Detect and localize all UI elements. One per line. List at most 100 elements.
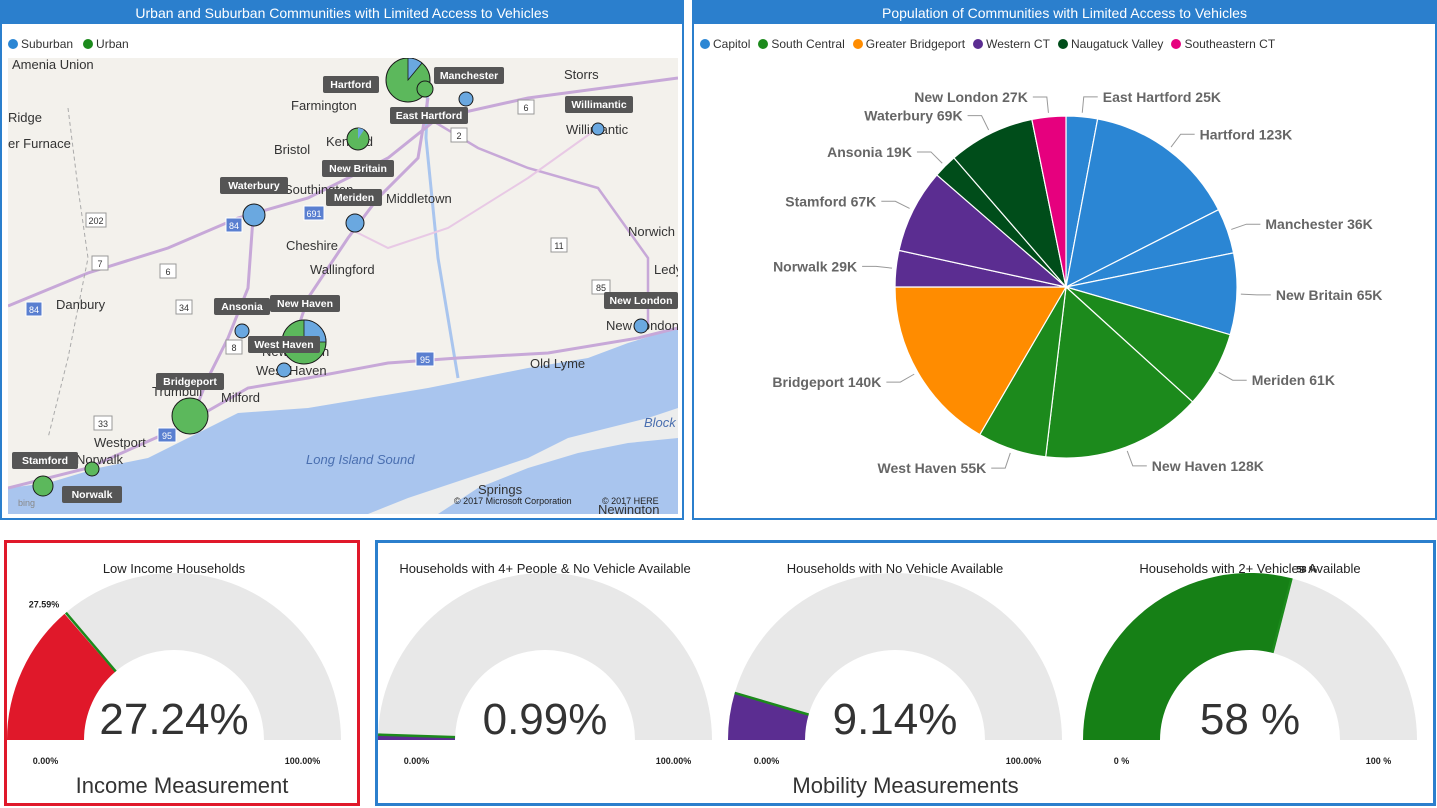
city-tag-stamford: Stamford	[12, 452, 78, 469]
map-bubble-willimantic[interactable]	[591, 122, 605, 136]
pie-panel: Population of Communities with Limited A…	[692, 0, 1437, 520]
route-shield-icon: 95	[415, 351, 435, 367]
gauge-2plus-vehicles[interactable]: Households with 2+ Vehicles Available58 …	[1083, 543, 1433, 803]
route-shield-icon: 34	[175, 299, 193, 315]
gauge-track	[728, 573, 1062, 740]
map-panel: Urban and Suburban Communities with Limi…	[0, 0, 684, 520]
svg-text:84: 84	[229, 221, 239, 231]
pie-legend-item[interactable]: Capitol	[700, 37, 750, 51]
svg-text:Willimantic: Willimantic	[571, 99, 626, 111]
legend-label: Naugatuck Valley	[1070, 37, 1164, 51]
svg-text:New London: New London	[610, 295, 673, 307]
map-bubble-manchester[interactable]	[416, 80, 434, 98]
pie-chart[interactable]: East Hartford 25K Hartford 123K Manchester…	[694, 24, 1435, 518]
pie-legend-item[interactable]: Naugatuck Valley	[1057, 37, 1164, 51]
place-name: Norwich	[628, 224, 675, 239]
pie-leader-line	[1240, 293, 1271, 296]
city-tag-new-britain: New Britain	[322, 160, 394, 177]
pie-data-label: Manchester 36K	[1265, 216, 1372, 232]
pie-slice-waterbury[interactable]	[953, 118, 1068, 290]
map-bubble-stamford[interactable]	[32, 475, 54, 497]
map-legend: Suburban Urban	[8, 37, 129, 51]
map-bubble-west-haven[interactable]	[276, 362, 292, 378]
route-shield-icon: 8	[225, 339, 243, 355]
legend-dot-icon	[973, 39, 984, 49]
place-name: Danbury	[56, 297, 106, 312]
svg-text:Norwalk: Norwalk	[72, 489, 113, 501]
gauge-target-marker	[734, 691, 810, 716]
svg-text:95: 95	[162, 431, 172, 441]
svg-text:11: 11	[554, 241, 563, 251]
pie-slice-bridgeport[interactable]	[894, 286, 1068, 436]
pie-leader-line	[862, 265, 893, 269]
place-name: Bristol	[274, 142, 310, 157]
map-bubble-ansonia[interactable]	[234, 323, 250, 339]
map-legend-item-urban[interactable]: Urban	[83, 37, 129, 51]
map-bubble-east-hartford[interactable]	[458, 91, 474, 107]
pie-data-label: Waterbury 69K	[864, 108, 962, 124]
map-bubble-norwalk[interactable]	[84, 461, 100, 477]
city-tag-willimantic: Willimantic	[565, 96, 633, 113]
pie-leader-line	[1218, 371, 1247, 381]
pie-leader-line	[1081, 96, 1098, 113]
city-tag-meriden: Meriden	[326, 189, 382, 206]
route-shield-icon: 7	[91, 255, 109, 271]
legend-dot-icon	[8, 39, 18, 49]
gauge-title: Households with No Vehicle Available	[787, 561, 1004, 576]
pie-leader-line	[991, 452, 1011, 469]
income-panel: Low Income Households 27.59% 27.24% 0.00% 10…	[4, 540, 360, 806]
map-bubble-meriden[interactable]	[345, 213, 365, 233]
svg-text:West Haven: West Haven	[254, 339, 313, 351]
svg-text:2: 2	[456, 131, 461, 141]
state-border	[47, 107, 89, 439]
svg-text:Ansonia: Ansonia	[221, 301, 263, 313]
interstate-84	[8, 76, 678, 308]
gauge-low-income[interactable]: Low Income Households 27.59% 27.24% 0.00% 10…	[7, 543, 357, 803]
pie-leader-line	[967, 115, 990, 131]
svg-text:6: 6	[165, 267, 170, 277]
minor-road	[347, 127, 599, 250]
place-name-water: Block	[644, 415, 677, 430]
city-tag-east-hartford: East Hartford	[390, 107, 468, 124]
svg-text:Stamford: Stamford	[22, 455, 68, 467]
map-bubble-bridgeport[interactable]	[171, 397, 209, 435]
gauge-title: Low Income Households	[103, 561, 246, 576]
gauge-4plus-no-vehicle[interactable]: Households with 4+ People & No Vehicle A…	[378, 543, 728, 803]
map-canvas[interactable]: Amenia Union Storrs Farmington Ridge Wil…	[8, 58, 678, 514]
gauge-no-vehicle[interactable]: Households with No Vehicle Available9.10…	[728, 543, 1078, 803]
svg-text:Waterbury: Waterbury	[228, 180, 280, 192]
gauge-title: Households with 4+ People & No Vehicle A…	[399, 561, 690, 576]
gauge-min-label: 0.00%	[754, 756, 780, 766]
map-bubble-new-britain[interactable]	[346, 127, 370, 151]
interstate-95	[8, 326, 678, 490]
pie-slice-new-haven[interactable]	[1045, 285, 1194, 459]
map-bubble-new-london[interactable]	[633, 318, 649, 334]
pie-leader-line	[1231, 223, 1261, 230]
map-copyright-microsoft: © 2017 Microsoft Corporation	[454, 496, 572, 506]
legend-label: Western CT	[986, 37, 1050, 51]
pie-legend: Capitol South Central Greater Bridgeport We…	[700, 37, 1275, 51]
pie-legend-item[interactable]: Southeastern CT	[1171, 37, 1275, 51]
place-name-water: Long Island Sound	[306, 452, 415, 467]
pie-data-label: Norwalk 29K	[773, 258, 857, 274]
route-shield-icon: 2	[450, 127, 468, 143]
pie-data-label: Stamford 67K	[785, 193, 876, 209]
pie-legend-item[interactable]: South Central	[758, 37, 845, 51]
map-bubble-waterbury[interactable]	[242, 203, 266, 227]
legend-dot-icon	[1057, 39, 1068, 49]
pie-data-label: Bridgeport 140K	[772, 374, 881, 390]
pie-legend-item[interactable]: Western CT	[973, 37, 1050, 51]
place-name: Westport	[94, 435, 146, 450]
pie-data-label: East Hartford 25K	[1103, 89, 1221, 105]
pie-slice-hartford[interactable]	[1065, 118, 1220, 289]
gauge-target-marker	[1271, 577, 1293, 654]
city-tag-west-haven: West Haven	[248, 336, 320, 353]
pie-legend-item[interactable]: Greater Bridgeport	[852, 37, 965, 51]
pie-leader-line	[886, 373, 915, 383]
map-legend-item-suburban[interactable]: Suburban	[8, 37, 73, 51]
gauge-fill	[728, 692, 809, 740]
gauge-track	[378, 573, 712, 740]
route-shield-icon: 95	[157, 427, 177, 443]
place-name: Amenia Union	[12, 58, 94, 72]
pie-slice-new-london[interactable]	[1031, 115, 1067, 288]
